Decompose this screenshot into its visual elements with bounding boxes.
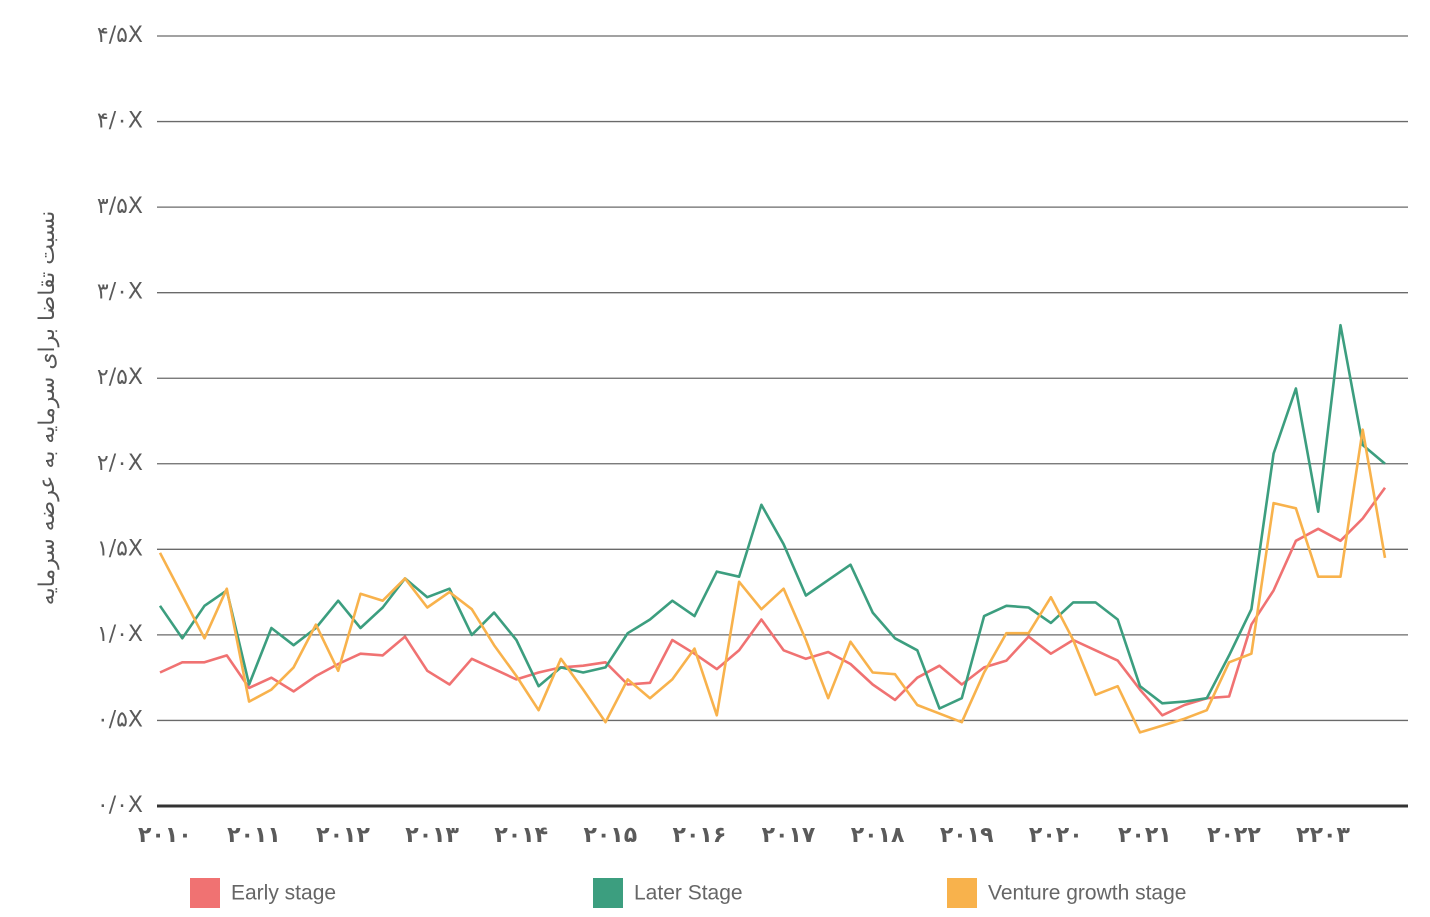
x-tick-label: ۲۰۱۱ xyxy=(227,823,281,848)
legend-label: Early stage xyxy=(231,882,336,905)
x-tick-label: ۲۲۰۳ xyxy=(1296,823,1350,848)
y-tick-label: ۲/۵X xyxy=(97,365,143,390)
x-tick-label: ۲۰۱۸ xyxy=(851,823,905,848)
x-tick-label: ۲۰۱۳ xyxy=(405,823,459,848)
x-tick-label: ۲۰۱۶ xyxy=(673,823,727,848)
y-axis-label: نسبت تقاضا برای سرمایه به عرضه سرمایه xyxy=(35,211,60,606)
x-tick-label: ۲۰۲۰ xyxy=(1029,823,1083,848)
y-tick-label: ۳/۵X xyxy=(97,194,143,219)
y-tick-label: ۳/۰X xyxy=(97,280,143,305)
legend-swatch xyxy=(190,878,220,908)
series-line xyxy=(158,428,1387,734)
x-tick-label: ۲۰۱۹ xyxy=(940,823,994,848)
x-tick-label: ۲۰۲۲ xyxy=(1207,823,1261,848)
y-tick-label: ۱/۰X xyxy=(97,622,143,647)
series-line xyxy=(158,323,1386,710)
y-tick-label: ۴/۰X xyxy=(97,109,143,134)
x-tick-label: ۲۰۲۱ xyxy=(1118,823,1172,848)
x-tick-label: ۲۰۱۵ xyxy=(583,823,637,848)
x-tick-label: ۲۰۱۷ xyxy=(762,823,816,848)
y-tick-label: ۲/۰X xyxy=(97,451,143,476)
legend-swatch xyxy=(947,878,977,908)
legend-label: Later Stage xyxy=(634,882,743,905)
y-tick-label: ۴/۵X xyxy=(97,23,143,48)
legend-swatch xyxy=(593,878,623,908)
series-line xyxy=(159,486,1387,717)
x-tick-label: ۲۰۱۴ xyxy=(494,823,548,848)
y-tick-label: ۱/۵X xyxy=(97,536,143,561)
legend-label: Venture growth stage xyxy=(988,882,1186,905)
x-tick-label: ۲۰۱۲ xyxy=(316,823,370,848)
x-tick-label: ۲۰۱۰ xyxy=(138,823,192,848)
y-tick-label: ۰/۵X xyxy=(97,707,143,732)
y-tick-label: ۰/۰X xyxy=(97,793,143,818)
